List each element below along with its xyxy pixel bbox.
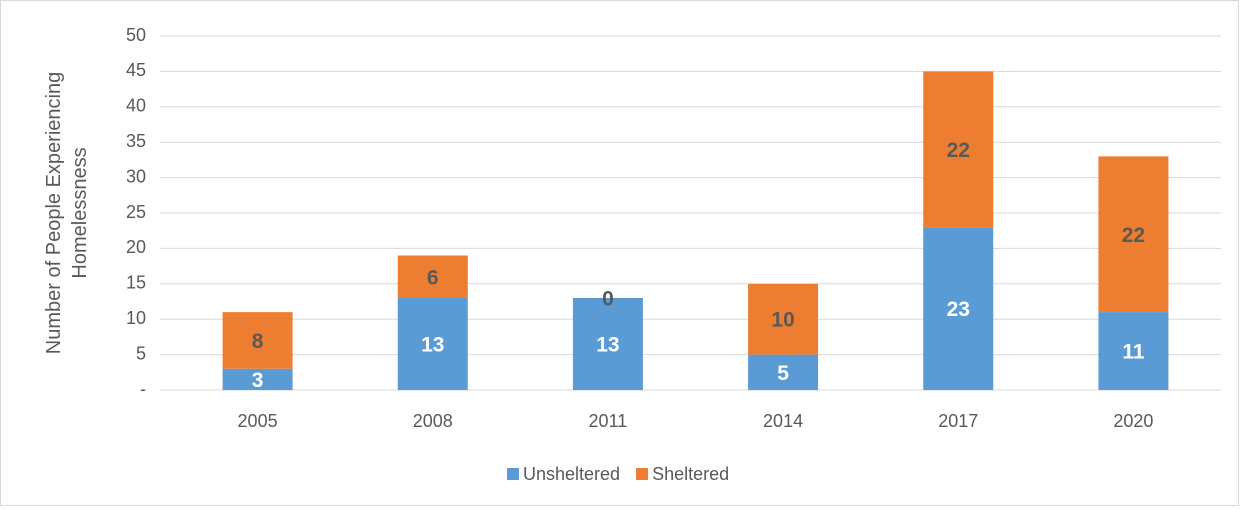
data-label: 3	[252, 369, 264, 392]
y-tick-label: 45	[126, 60, 146, 80]
data-label: 23	[947, 298, 970, 321]
y-tick-label: 15	[126, 273, 146, 293]
bar-segment	[923, 227, 994, 390]
data-label: 6	[427, 266, 439, 289]
data-label: 22	[947, 139, 970, 162]
x-tick-label: 2008	[413, 411, 453, 431]
bar-segment	[222, 312, 293, 369]
x-tick-label: 2017	[938, 411, 978, 431]
data-label: 0	[602, 288, 614, 311]
legend-label: Unsheltered	[523, 464, 620, 484]
y-tick-label: 35	[126, 131, 146, 151]
y-tick-label: 30	[126, 166, 146, 186]
legend-swatch	[636, 468, 649, 480]
bar-segment	[222, 368, 293, 390]
bar-segment	[397, 255, 468, 298]
bar-segment	[748, 283, 819, 355]
data-label: 5	[777, 362, 789, 385]
x-tick-label: 2020	[1113, 411, 1153, 431]
y-tick-label: 40	[126, 96, 146, 116]
data-label: 13	[596, 334, 619, 357]
data-label: 11	[1122, 341, 1145, 364]
bar-segment	[572, 297, 643, 390]
bar-segment	[923, 71, 994, 228]
y-tick-label: 50	[126, 25, 146, 45]
y-tick-label: 20	[126, 237, 146, 257]
legend-swatch	[507, 468, 519, 480]
data-label: 10	[771, 309, 794, 332]
x-tick-label: 2014	[763, 411, 803, 431]
data-label: 22	[1122, 224, 1145, 247]
y-tick-label: -	[140, 379, 146, 399]
bar-segment	[748, 354, 819, 390]
y-tick-label: 25	[126, 202, 146, 222]
x-tick-label: 2011	[589, 411, 628, 431]
data-label: 13	[421, 334, 444, 357]
y-axis-label-line: Homelessness	[69, 147, 91, 278]
y-axis-label-line: Number of People Experiencing	[43, 72, 65, 354]
y-tick-label: 5	[136, 343, 146, 363]
bar-segment	[1098, 156, 1169, 313]
x-tick-label: 2005	[238, 411, 278, 431]
legend-label: Sheltered	[652, 464, 729, 484]
bar-segment	[1098, 312, 1169, 390]
bar-segment	[397, 297, 468, 390]
y-tick-label: 10	[126, 308, 146, 328]
y-axis-label: Number of People Experiencing Homelessnes…	[43, 72, 91, 354]
data-label: 8	[252, 330, 264, 353]
